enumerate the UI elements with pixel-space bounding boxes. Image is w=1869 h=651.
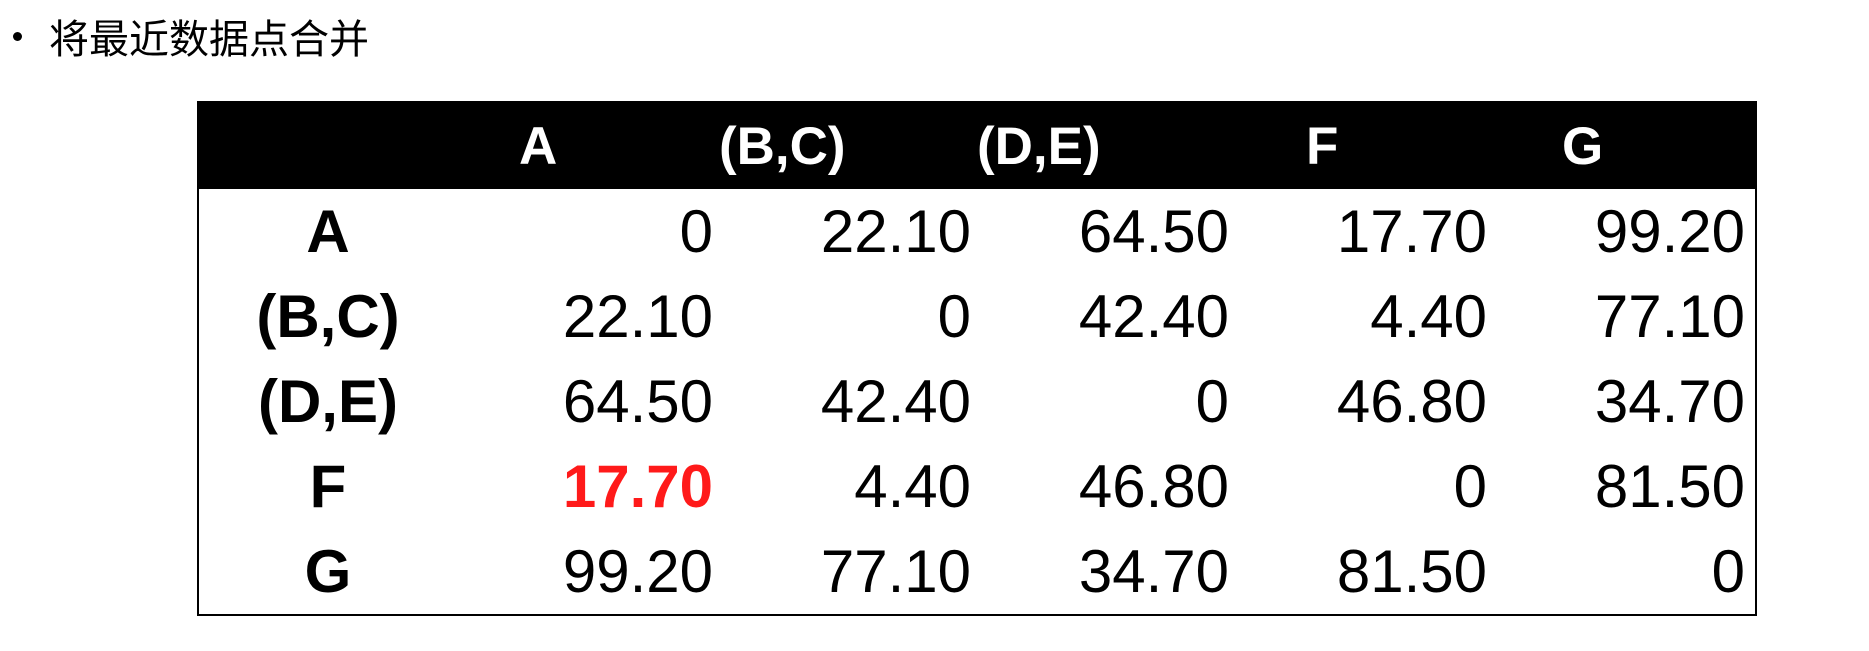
table-row: A 0 22.10 64.50 17.70 99.20 (199, 189, 1757, 274)
matrix-cell: 17.70 (1241, 189, 1499, 274)
row-header: A (199, 189, 467, 274)
matrix-cell: 64.50 (983, 189, 1241, 274)
bullet-dot-icon (13, 32, 22, 41)
matrix-cell: 34.70 (983, 529, 1241, 614)
row-header: (B,C) (199, 274, 467, 359)
bullet-text: 将最近数据点合并 (49, 7, 369, 65)
matrix-cell: 42.40 (725, 359, 983, 444)
matrix-cell: 81.50 (1241, 529, 1499, 614)
row-header: G (199, 529, 467, 614)
table-row: G 99.20 77.10 34.70 81.50 0 (199, 529, 1757, 614)
distance-matrix: A (B,C) (D,E) F G A 0 22.10 64.50 17.70 … (197, 101, 1757, 616)
matrix-cell: 0 (1241, 444, 1499, 529)
bullet-item: 将最近数据点合并 (8, 6, 369, 66)
column-header: (D,E) (983, 103, 1241, 189)
matrix-cell: 4.40 (1241, 274, 1499, 359)
matrix-cell: 99.20 (1499, 189, 1757, 274)
matrix-cell: 81.50 (1499, 444, 1757, 529)
row-header: F (199, 444, 467, 529)
matrix-cell: 0 (725, 274, 983, 359)
matrix-cell: 22.10 (467, 274, 725, 359)
distance-matrix-table: A (B,C) (D,E) F G A 0 22.10 64.50 17.70 … (199, 103, 1757, 614)
matrix-cell: 0 (983, 359, 1241, 444)
table-row: F 17.70 4.40 46.80 0 81.50 (199, 444, 1757, 529)
matrix-cell: 22.10 (725, 189, 983, 274)
column-header: (B,C) (725, 103, 983, 189)
matrix-cell: 46.80 (1241, 359, 1499, 444)
corner-cell (199, 103, 467, 189)
table-row: (D,E) 64.50 42.40 0 46.80 34.70 (199, 359, 1757, 444)
matrix-cell: 0 (467, 189, 725, 274)
row-header: (D,E) (199, 359, 467, 444)
highlighted-cell: 17.70 (467, 444, 725, 529)
column-header: A (467, 103, 725, 189)
matrix-cell: 46.80 (983, 444, 1241, 529)
matrix-cell: 42.40 (983, 274, 1241, 359)
matrix-cell: 0 (1499, 529, 1757, 614)
matrix-cell: 64.50 (467, 359, 725, 444)
matrix-cell: 34.70 (1499, 359, 1757, 444)
matrix-cell: 77.10 (725, 529, 983, 614)
column-header: F (1241, 103, 1499, 189)
matrix-cell: 99.20 (467, 529, 725, 614)
table-row: (B,C) 22.10 0 42.40 4.40 77.10 (199, 274, 1757, 359)
matrix-cell: 4.40 (725, 444, 983, 529)
header-row: A (B,C) (D,E) F G (199, 103, 1757, 189)
matrix-cell: 77.10 (1499, 274, 1757, 359)
column-header: G (1499, 103, 1757, 189)
